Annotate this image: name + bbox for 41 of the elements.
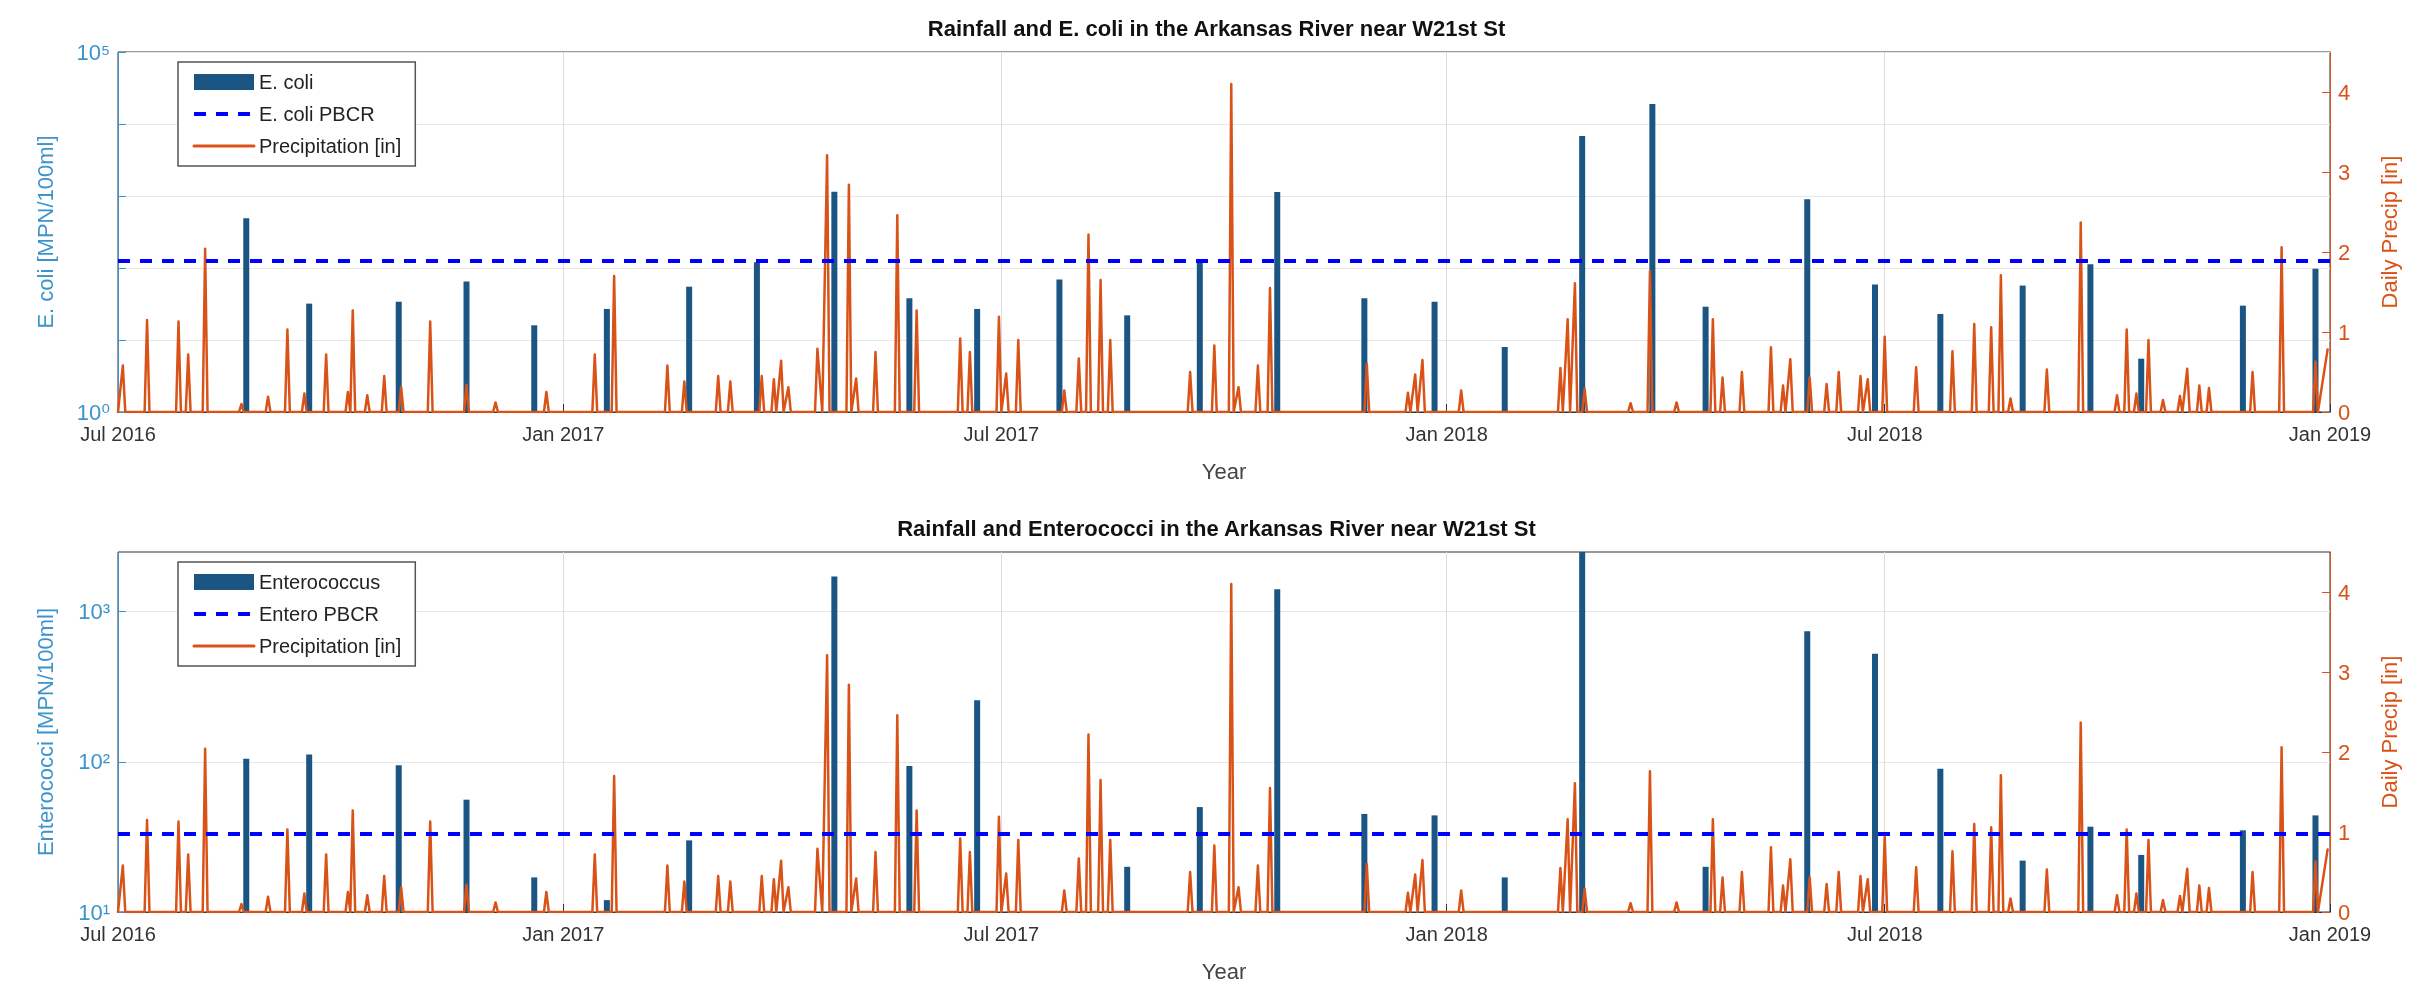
x-tick-label: Jul 2018: [1846, 423, 1923, 445]
y-axis-title: Enterococci [MPN/100ml]: [32, 607, 58, 857]
chart-title: Rainfall and Enterococci in the Arkansas River near W21st St: [897, 515, 1537, 541]
y-tick-label: 10¹: [78, 899, 110, 925]
legend-label: E. coli: [259, 71, 314, 93]
x-tick-label: Jul 2016: [80, 923, 156, 945]
y-tick-label: 10²: [78, 749, 110, 775]
x-tick-label: Jan 2018: [1405, 923, 1488, 945]
legend-label: Precipitation [in]: [259, 135, 402, 157]
legend-label: E. coli PBCR: [259, 103, 375, 125]
x-tick-label: Jul 2017: [963, 923, 1040, 945]
x-axis-title: Year: [1201, 458, 1247, 484]
x-tick-label: Jul 2018: [1846, 923, 1923, 945]
x-tick-label: Jul 2016: [80, 423, 156, 445]
legend-label: Entero PBCR: [259, 603, 380, 625]
y-tick-label: 10³: [78, 599, 110, 625]
y-axis-title: E. coli [MPN/100ml]: [32, 135, 58, 329]
x-tick-label: Jan 2019: [2288, 923, 2372, 945]
x-tick-label: Jan 2019: [2288, 423, 2372, 445]
x-tick-label: Jul 2017: [963, 423, 1040, 445]
y2-tick-label: 4: [2338, 579, 2351, 605]
x-axis-title: Year: [1201, 958, 1247, 984]
legend-label: Enterococcus: [259, 571, 381, 593]
y2-tick-label: 0: [2338, 899, 2351, 925]
y2-axis-title: Daily Precip [in]: [2376, 655, 2402, 809]
y2-tick-label: 3: [2338, 659, 2351, 685]
legend-label: Precipitation [in]: [259, 635, 402, 657]
y2-tick-label: 3: [2338, 159, 2351, 185]
y2-axis-title: Daily Precip [in]: [2376, 155, 2402, 309]
x-tick-label: Jan 2017: [522, 423, 605, 445]
y-tick-label: 10⁵: [76, 39, 110, 65]
y2-tick-label: 2: [2338, 239, 2351, 265]
y-tick-label: 10⁰: [76, 399, 111, 425]
y2-tick-label: 1: [2338, 319, 2351, 345]
x-tick-label: Jan 2018: [1405, 423, 1488, 445]
x-tick-label: Jan 2017: [522, 923, 605, 945]
y2-tick-label: 4: [2338, 79, 2351, 105]
y2-tick-label: 0: [2338, 399, 2351, 425]
y2-tick-label: 2: [2338, 739, 2351, 765]
y2-tick-label: 1: [2338, 819, 2351, 845]
chart-title: Rainfall and E. coli in the Arkansas River near W21st St: [927, 15, 1506, 41]
